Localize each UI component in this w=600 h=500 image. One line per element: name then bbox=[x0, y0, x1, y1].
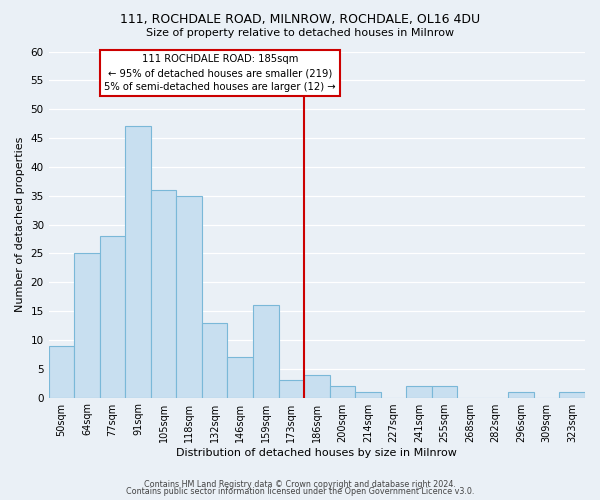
Bar bbox=[304, 374, 329, 398]
X-axis label: Distribution of detached houses by size in Milnrow: Distribution of detached houses by size … bbox=[176, 448, 457, 458]
Bar bbox=[202, 322, 227, 398]
Bar bbox=[49, 346, 74, 398]
Bar bbox=[559, 392, 585, 398]
Text: 111 ROCHDALE ROAD: 185sqm
← 95% of detached houses are smaller (219)
5% of semi-: 111 ROCHDALE ROAD: 185sqm ← 95% of detac… bbox=[104, 54, 335, 92]
Bar bbox=[355, 392, 380, 398]
Text: Contains HM Land Registry data © Crown copyright and database right 2024.: Contains HM Land Registry data © Crown c… bbox=[144, 480, 456, 489]
Bar bbox=[74, 254, 100, 398]
Text: 111, ROCHDALE ROAD, MILNROW, ROCHDALE, OL16 4DU: 111, ROCHDALE ROAD, MILNROW, ROCHDALE, O… bbox=[120, 12, 480, 26]
Bar bbox=[329, 386, 355, 398]
Text: Contains public sector information licensed under the Open Government Licence v3: Contains public sector information licen… bbox=[126, 488, 474, 496]
Bar bbox=[278, 380, 304, 398]
Bar bbox=[508, 392, 534, 398]
Bar bbox=[432, 386, 457, 398]
Bar bbox=[151, 190, 176, 398]
Bar bbox=[406, 386, 432, 398]
Text: Size of property relative to detached houses in Milnrow: Size of property relative to detached ho… bbox=[146, 28, 454, 38]
Bar bbox=[100, 236, 125, 398]
Bar bbox=[125, 126, 151, 398]
Bar bbox=[176, 196, 202, 398]
Bar bbox=[227, 357, 253, 398]
Y-axis label: Number of detached properties: Number of detached properties bbox=[15, 137, 25, 312]
Bar bbox=[253, 306, 278, 398]
